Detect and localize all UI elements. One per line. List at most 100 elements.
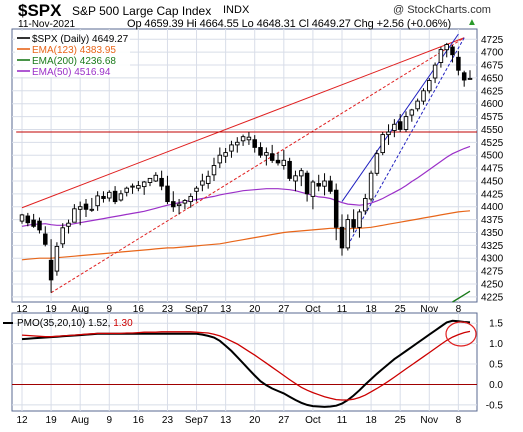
candle-body: [252, 139, 257, 148]
candle-body: [217, 154, 223, 164]
candle: [25, 212, 31, 227]
candle-body: [89, 208, 95, 211]
price-y-tick: 4425: [481, 189, 504, 200]
candle-body: [182, 200, 188, 204]
x-tick-label: Sep7: [185, 304, 209, 315]
price-y-tick: 4725: [481, 35, 504, 46]
candle-body: [19, 214, 25, 222]
candle: [427, 77, 432, 94]
candle-body: [287, 160, 292, 179]
candle-body: [444, 44, 449, 51]
price-y-tick: 4400: [481, 202, 504, 213]
candle-body: [147, 177, 153, 183]
candle: [461, 70, 467, 87]
candle: [345, 214, 351, 251]
candle: [409, 108, 415, 122]
pmo-x-tick-label: Aug: [71, 415, 89, 426]
pmo-x-tick-label: 25: [395, 415, 407, 426]
candle-body: [461, 72, 467, 81]
candle-body: [310, 181, 316, 197]
pmo-x-tick-label: 9: [106, 415, 112, 426]
candle-body: [275, 159, 281, 164]
price-y-tick: 4500: [481, 151, 504, 162]
x-tick-label: Aug: [71, 304, 89, 315]
candle-body: [345, 219, 351, 249]
candle-body: [299, 170, 304, 177]
x-tick-label: 16: [133, 304, 145, 315]
candle-body: [293, 175, 298, 182]
candle: [112, 186, 118, 205]
candle-body: [467, 77, 473, 80]
price-y-tick: 4325: [481, 241, 504, 252]
candle: [60, 223, 65, 248]
candle: [438, 47, 444, 68]
legend-label: $SPX (Daily) 4649.27: [32, 34, 129, 45]
candle-body: [421, 90, 426, 102]
candle-body: [43, 233, 48, 245]
candle: [269, 144, 275, 163]
candle-body: [77, 206, 83, 210]
candle-body: [141, 181, 147, 188]
pmo-x-tick-label: Sep7: [185, 415, 209, 426]
candle: [357, 209, 362, 238]
candle-body: [432, 64, 438, 79]
candle: [467, 70, 473, 80]
price-y-tick: 4675: [481, 61, 504, 72]
candle-body: [83, 203, 89, 210]
price-y-tick: 4625: [481, 86, 504, 97]
candle: [54, 242, 60, 276]
candle-body: [205, 175, 211, 184]
index-name: S&P 500 Large Cap Index: [72, 4, 212, 18]
candle-body: [386, 131, 391, 136]
candle: [176, 198, 182, 215]
candle-body: [200, 180, 205, 186]
candle: [363, 193, 368, 215]
candle: [136, 180, 141, 192]
candle-body: [130, 185, 135, 188]
watermark: @ StockCharts.com: [393, 4, 491, 16]
candle: [392, 119, 397, 138]
quote-summary: Op 4659.39 Hi 4664.55 Lo 4648.31 Cl 4649…: [127, 18, 452, 30]
pmo-x-tick-label: 23: [162, 415, 174, 426]
candle: [339, 214, 345, 256]
candle: [43, 226, 48, 247]
candle: [304, 170, 310, 202]
exchange-label: INDX: [223, 4, 250, 16]
pmo-label-prefix: PMO(35,20,10): [17, 318, 88, 329]
candle: [37, 217, 42, 234]
candle: [299, 168, 304, 187]
candle: [211, 157, 217, 181]
candle-body: [37, 220, 42, 231]
ema200-line: [452, 290, 471, 303]
legend-box: [15, 31, 130, 77]
pmo-x-tick-label: 11: [337, 415, 348, 426]
candle-body: [54, 245, 60, 272]
candle-body: [339, 226, 345, 249]
price-y-tick: 4700: [481, 48, 504, 59]
x-tick-label: 23: [162, 304, 174, 315]
candle-body: [211, 165, 217, 176]
ema123-line: [21, 210, 471, 261]
candle-body: [31, 219, 36, 227]
ema50-line: [21, 145, 471, 227]
candle: [159, 170, 164, 191]
candle-body: [60, 227, 65, 245]
x-tick-label: Nov: [420, 304, 438, 315]
candle-body: [392, 123, 397, 131]
candle-body: [363, 198, 368, 212]
candle-body: [328, 180, 333, 192]
price-y-tick: 4225: [481, 292, 504, 303]
candle-body: [456, 56, 461, 71]
candle: [130, 183, 135, 194]
x-tick-label: 8: [456, 304, 462, 315]
candle-body: [72, 208, 77, 223]
candle-body: [159, 177, 164, 187]
candle: [171, 191, 176, 212]
candle-body: [450, 46, 455, 56]
pmo-x-tick-label: 16: [133, 415, 145, 426]
candle: [380, 132, 385, 156]
candle: [316, 174, 321, 192]
candle-body: [48, 259, 54, 281]
candle-body: [118, 193, 124, 201]
